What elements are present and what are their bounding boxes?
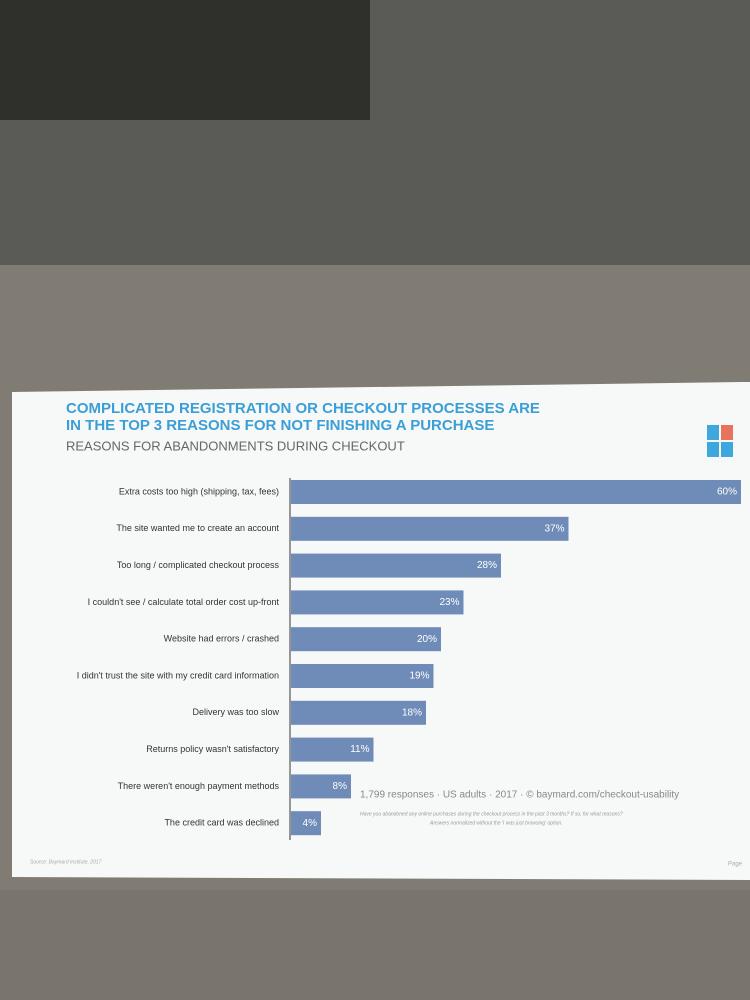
category-label: The credit card was declined [164, 818, 279, 828]
page-number: Page [728, 862, 743, 868]
source: Source: Baymard Institute, 2017 [30, 859, 102, 865]
logo-square [707, 425, 719, 440]
category-label: I couldn't see / calculate total order c… [88, 597, 280, 607]
bar [291, 590, 464, 615]
bar [291, 664, 434, 688]
bar [291, 774, 351, 799]
logo-square [707, 442, 719, 457]
value-label: 4% [303, 818, 318, 829]
value-label: 19% [409, 671, 429, 682]
category-label: Delivery was too slow [192, 707, 279, 717]
bar [291, 811, 321, 836]
value-label: 20% [417, 634, 437, 645]
chart-subtitle: REASONS FOR ABANDONMENTS DURING CHECKOUT [66, 438, 405, 453]
value-label: 23% [439, 597, 459, 608]
bar [291, 627, 441, 652]
bar [291, 480, 741, 504]
logo-square [721, 425, 733, 440]
annotation: Have you abandoned any online purchases … [360, 811, 623, 817]
chart-title: COMPLICATED REGISTRATION OR CHECKOUT PRO… [66, 400, 540, 417]
value-label: 60% [717, 487, 737, 498]
annotation: Answers normalized without the 'I was ju… [429, 820, 563, 826]
bar [291, 737, 374, 762]
value-label: 28% [477, 560, 497, 571]
category-label: The site wanted me to create an account [116, 523, 279, 533]
bar [291, 700, 426, 725]
chart-title: IN THE TOP 3 REASONS FOR NOT FINISHING A… [66, 417, 494, 434]
value-label: 37% [544, 523, 564, 534]
category-label: I didn't trust the site with my credit c… [77, 670, 279, 680]
category-label: Too long / complicated checkout process [117, 560, 280, 570]
value-label: 8% [333, 781, 348, 792]
logo [707, 425, 733, 457]
category-label: There weren't enough payment methods [118, 781, 280, 791]
bar [291, 516, 569, 541]
category-label: Website had errors / crashed [164, 634, 279, 644]
annotation: 1,799 responses · US adults · 2017 · © b… [360, 790, 679, 801]
category-label: Returns policy wasn't satisfactory [146, 744, 279, 754]
bar [291, 553, 501, 578]
logo-square [721, 442, 733, 457]
category-label: Extra costs too high (shipping, tax, fee… [119, 486, 279, 496]
value-label: 18% [402, 707, 422, 718]
wall-lower [0, 890, 750, 1000]
value-label: 11% [350, 744, 369, 755]
ceiling-recess [0, 0, 370, 120]
